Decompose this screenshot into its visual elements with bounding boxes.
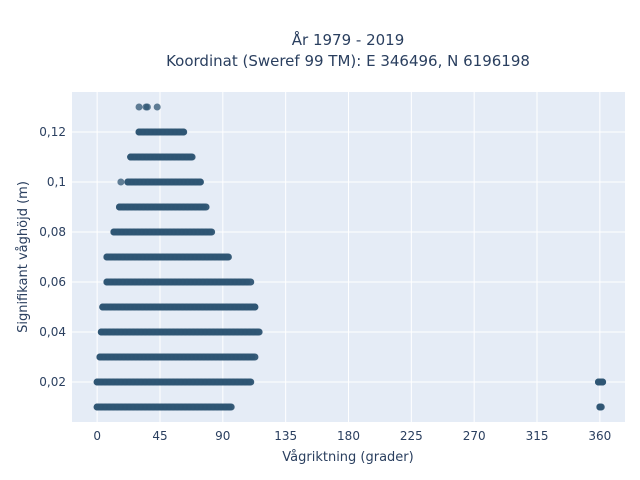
x-tick-label: 45 [152,429,167,443]
y-axis-title: Signifikant våghöjd (m) [16,181,31,333]
x-tick-label: 90 [215,429,230,443]
data-point [135,103,143,111]
x-tick-label: 0 [93,429,101,443]
data-point [153,103,161,111]
y-tick-labels: 0,02 0,04 0,06 0,08 0,1 0,12 [39,125,66,389]
y-tick-label: 0,12 [39,125,66,139]
data-point [598,378,606,386]
data-point [248,353,256,361]
x-tick-label: 135 [274,429,297,443]
data-point [245,378,253,386]
data-point [251,303,259,311]
data-point [223,253,231,261]
x-tick-label: 360 [588,429,611,443]
data-point [199,203,207,211]
data-point [179,128,187,136]
chart-title-line-1: År 1979 - 2019 [292,30,405,49]
x-axis-title: Vågriktning (grader) [282,450,413,465]
chart-title-line-2: Koordinat (Sweref 99 TM): E 346496, N 61… [166,52,530,70]
data-point [253,328,261,336]
y-tick-label: 0,08 [39,225,66,239]
data-point [143,103,151,111]
grid-lines [72,92,625,422]
data-points [93,103,607,411]
data-point [206,228,214,236]
data-point [225,403,233,411]
y-tick-label: 0,1 [47,175,66,189]
data-point [243,278,251,286]
x-tick-label: 270 [463,429,486,443]
data-point [117,178,125,186]
x-tick-label: 225 [400,429,423,443]
y-tick-label: 0,06 [39,275,66,289]
x-tick-labels: 0 45 90 135 180 225 270 315 360 [93,429,611,443]
x-tick-label: 180 [337,429,360,443]
y-tick-label: 0,02 [39,375,66,389]
y-tick-label: 0,04 [39,325,66,339]
x-tick-label: 315 [526,429,549,443]
data-point [596,403,604,411]
data-point [187,153,195,161]
data-point [196,178,204,186]
